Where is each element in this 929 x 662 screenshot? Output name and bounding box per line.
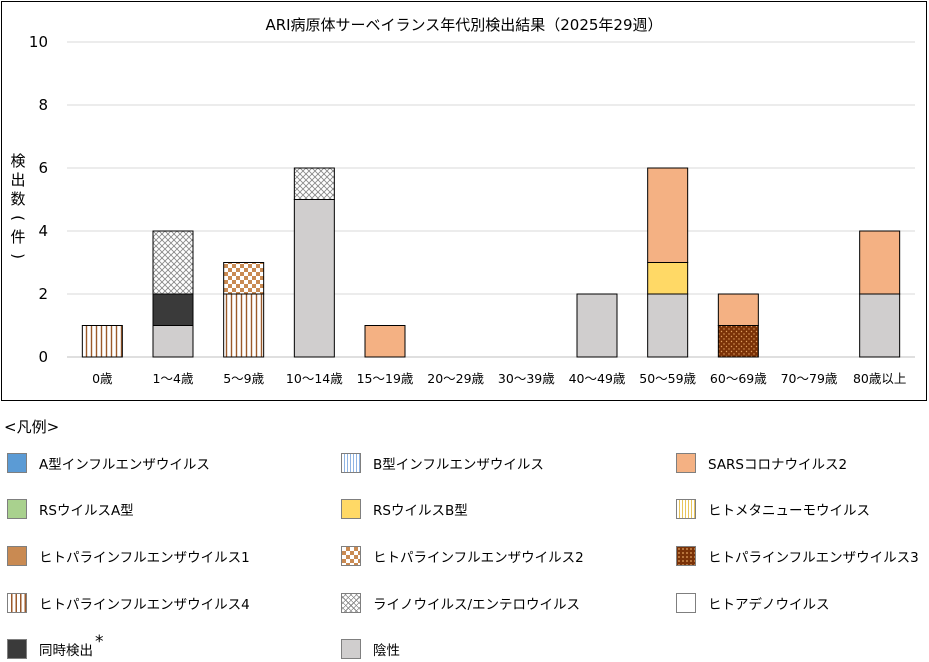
- legend-label: 同時検出: [39, 643, 93, 659]
- legend-swatch: [341, 453, 361, 473]
- legend-label: ヒトパラインフルエンザウイルス4: [39, 597, 250, 613]
- y-tick-label: 2: [38, 285, 48, 303]
- legend-swatch: [676, 453, 696, 473]
- legend-swatch: [341, 593, 361, 613]
- x-tick-label: 0歳: [92, 371, 113, 386]
- legend-label: ライノウイルス/エンテロウイルス: [373, 597, 581, 613]
- legend-item: 同時検出 *: [7, 632, 104, 660]
- bar-segment: [859, 230, 901, 295]
- bar-segment: [647, 293, 689, 358]
- bar-segment: [152, 293, 194, 326]
- legend-swatch: [7, 546, 27, 566]
- x-tick-label: 30～39歳: [498, 371, 555, 386]
- y-tick-label: 4: [38, 222, 48, 240]
- legend-item: ヒトパラインフルエンザウイルス1: [7, 545, 250, 567]
- chart: ARI病原体サーベイランス年代別検出結果（2025年29週） 0 2 4 6 8 10 0…: [9, 16, 915, 386]
- bar-segment: [859, 293, 901, 358]
- bar-segment: [152, 325, 194, 358]
- legend-swatch: [7, 453, 27, 473]
- legend-item: SARSコロナウイルス2: [676, 452, 847, 474]
- bar-segment: [647, 262, 689, 295]
- legend-swatch: [676, 593, 696, 613]
- x-tick-label: 70～79歳: [781, 371, 838, 386]
- legend-swatch: [7, 593, 27, 613]
- legend-label: A型インフルエンザウイルス: [39, 457, 210, 473]
- bar-segment: [152, 230, 194, 295]
- legend-item: ヒトパラインフルエンザウイルス2: [341, 545, 584, 567]
- x-tick-label: 40～49歳: [569, 371, 626, 386]
- legend-swatch: [341, 499, 361, 519]
- legend-swatch: [676, 499, 696, 519]
- y-axis-label-char: (: [9, 215, 27, 221]
- y-axis-label-char: 件: [10, 228, 25, 246]
- y-tick-label: 10: [29, 33, 48, 51]
- legend-heading: <凡例>: [4, 418, 60, 436]
- legend-label: RSウイルスA型: [39, 503, 134, 519]
- legend-item: ヒトメタニューモウイルス: [676, 498, 870, 520]
- legend-item: ヒトパラインフルエンザウイルス3: [676, 545, 919, 567]
- x-tick-label: 60～69歳: [710, 371, 767, 386]
- x-tick-label: 80歳以上: [853, 371, 906, 386]
- legend-label: B型インフルエンザウイルス: [373, 457, 544, 473]
- y-tick-label: 8: [38, 96, 48, 114]
- legend-label: ヒトメタニューモウイルス: [708, 503, 870, 519]
- legend-item: ライノウイルス/エンテロウイルス: [341, 592, 580, 614]
- bar-segment: [717, 325, 759, 358]
- gridlines: [67, 41, 915, 358]
- x-tick-labels: 0歳 1～4歳 5～9歳 10～14歳 15～19歳 20～29歳 30～39歳 40～49歳…: [92, 371, 906, 386]
- y-tick-label: 6: [38, 159, 48, 177]
- y-tick-label: 0: [38, 348, 48, 366]
- bar-segment: [364, 325, 406, 358]
- y-axis-label: 検出数 ( 件): [9, 152, 27, 259]
- legend-swatch: [7, 639, 27, 659]
- y-axis-label-char: 検: [10, 152, 25, 170]
- legend-swatch: [7, 499, 27, 519]
- chart-title: ARI病原体サーベイランス年代別検出結果（2025年29週）: [265, 16, 662, 34]
- legend-swatch: [676, 546, 696, 566]
- bar-segment: [293, 167, 335, 200]
- legend-item: 陰性: [341, 638, 400, 660]
- legend-item: ヒトパラインフルエンザウイルス4: [7, 592, 250, 614]
- bar-segment: [647, 167, 689, 263]
- legend-item: ヒトアデノウイルス: [676, 592, 830, 614]
- legend-label: RSウイルスB型: [373, 503, 468, 519]
- x-tick-label: 50～59歳: [639, 371, 696, 386]
- legend-swatch: [341, 546, 361, 566]
- legend-label: ヒトパラインフルエンザウイルス3: [708, 550, 919, 566]
- bars: [81, 167, 901, 358]
- y-axis-label-char: 出: [10, 171, 25, 189]
- bar-segment: [576, 293, 618, 358]
- y-tick-labels: 0 2 4 6 8 10: [29, 33, 48, 366]
- bar-segment: [293, 199, 335, 358]
- legend-item: RSウイルスB型: [341, 498, 468, 520]
- x-tick-label: 20～29歳: [427, 371, 484, 386]
- x-tick-label: 10～14歳: [286, 371, 343, 386]
- x-tick-label: 1～4歳: [153, 371, 194, 386]
- legend-swatch: [341, 639, 361, 659]
- legend-label: ヒトパラインフルエンザウイルス1: [39, 550, 250, 566]
- x-tick-label: 5～9歳: [223, 371, 264, 386]
- legend-footnote-mark: *: [95, 632, 104, 652]
- legend-label: ヒトアデノウイルス: [708, 597, 830, 613]
- legend-item: B型インフルエンザウイルス: [341, 452, 544, 474]
- legend-label: SARSコロナウイルス2: [708, 457, 848, 473]
- legend-item: A型インフルエンザウイルス: [7, 452, 210, 474]
- x-tick-label: 15～19歳: [357, 371, 414, 386]
- bar-segment: [223, 293, 265, 358]
- y-axis-label-char: 数: [10, 190, 25, 208]
- chart-frame: [1, 1, 927, 401]
- y-axis-label-char: ): [9, 253, 27, 259]
- bar-segment: [223, 262, 265, 295]
- legend-label: ヒトパラインフルエンザウイルス2: [373, 550, 584, 566]
- bar-segment: [81, 325, 123, 358]
- bar-segment: [717, 293, 759, 326]
- legend-item: RSウイルスA型: [7, 498, 134, 520]
- legend-label: 陰性: [373, 643, 400, 659]
